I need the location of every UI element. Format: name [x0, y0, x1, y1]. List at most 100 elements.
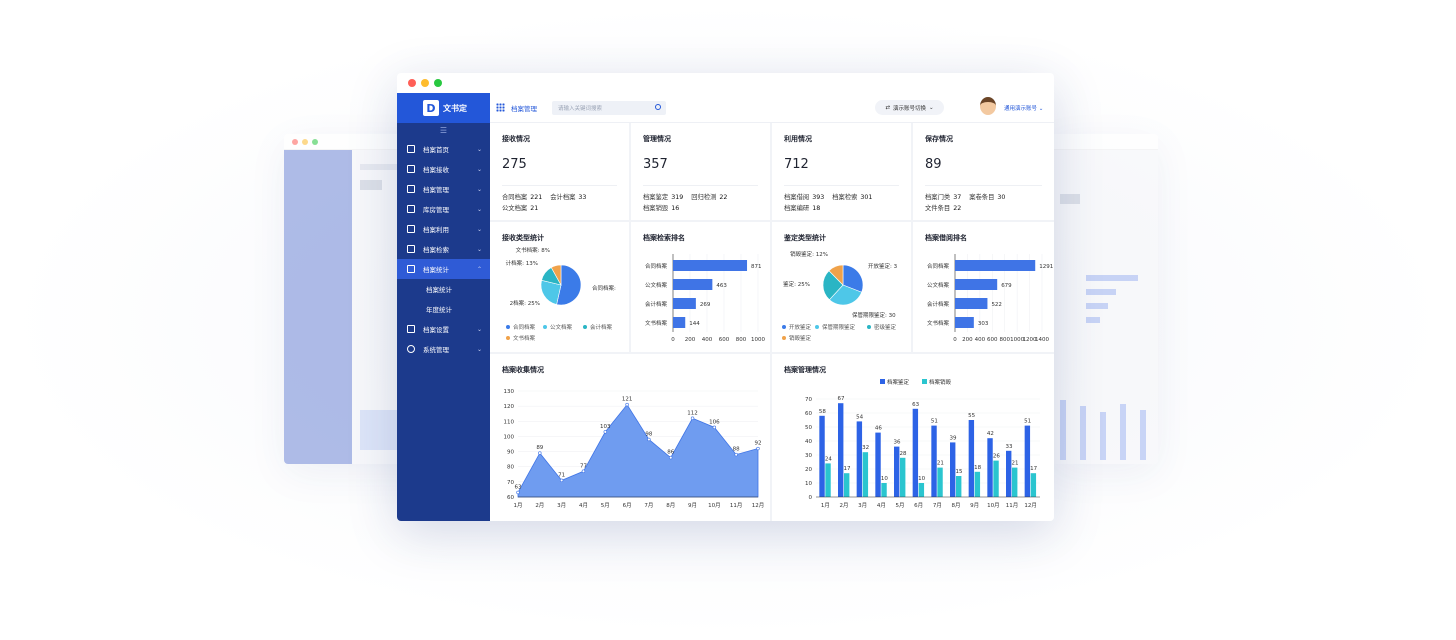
pie-slice	[540, 279, 562, 305]
category-label: 6月	[914, 502, 923, 509]
chevron-down-icon: ⌄	[476, 205, 482, 213]
data-label: 51	[1024, 419, 1031, 425]
data-label: 24	[825, 456, 832, 462]
apps-grid-icon[interactable]	[496, 103, 505, 112]
tick-label: 0	[671, 337, 675, 343]
category-label: 3月	[858, 502, 867, 509]
sidebar-item-label: 档案管理	[423, 186, 449, 194]
category-label: 12月	[1024, 502, 1037, 509]
account-switch-button[interactable]: ⇄ 演示账号切换 ⌄	[875, 100, 944, 115]
data-label: 871	[751, 264, 762, 270]
tick-label: 800	[999, 337, 1010, 343]
stat-card-store: 保存情况 89 档案门类 37 案卷条目 30 文件条目 22	[913, 123, 1054, 220]
chevron-up-icon: ⌃	[476, 265, 482, 273]
legend-marker	[583, 325, 587, 329]
data-label: 88	[733, 447, 740, 453]
avatar[interactable]	[980, 97, 996, 115]
account-switch-label: 演示账号切换	[892, 105, 926, 112]
tick-label: 20	[805, 467, 812, 473]
data-point	[647, 437, 651, 442]
account-name[interactable]: 通用演示账号 ⌄	[1004, 106, 1044, 112]
legend-label: 合同档案	[513, 323, 536, 331]
bar	[875, 432, 881, 497]
pie-slice	[829, 284, 863, 306]
tick-label: 400	[702, 337, 713, 343]
sidebar-subitem-archive-stats[interactable]: 档案统计	[426, 286, 452, 294]
layers-icon	[407, 185, 415, 193]
legend-label: 保管期限鉴定	[822, 323, 856, 331]
sidebar-item-label: 系统管理	[423, 346, 449, 354]
bar	[900, 457, 906, 497]
tick-label: 1400	[1035, 337, 1049, 343]
tick-label: 80	[507, 465, 514, 471]
data-label: 10	[881, 476, 888, 482]
sidebar-item-search[interactable]: 档案检索 ⌄	[397, 239, 490, 259]
tick-label: 70	[507, 480, 514, 486]
legend-marker	[543, 325, 547, 329]
bar	[1024, 425, 1031, 497]
category-label: 2月	[840, 502, 849, 509]
sidebar-item-manage[interactable]: 档案管理 ⌄	[397, 179, 490, 199]
bar	[950, 442, 956, 497]
category-label: 11月	[1006, 502, 1019, 509]
sidebar-subitem-annual-stats[interactable]: 年度统计	[426, 306, 452, 314]
legend-marker	[922, 379, 927, 384]
data-label: 144	[689, 321, 700, 327]
data-point	[712, 425, 717, 430]
data-label: 71	[558, 472, 565, 478]
area-chart: 60 70 80 90 100 110 120 130 63 1月 89 2月 71 3月 77 4月 103 5…	[504, 389, 765, 509]
bar	[673, 279, 713, 290]
tick-label: 50	[805, 425, 812, 431]
minimize-dot[interactable]	[421, 79, 429, 87]
category-label: 11月	[730, 502, 743, 509]
data-label: 269	[700, 302, 711, 308]
legend-marker	[506, 325, 510, 329]
tick-label: 1000	[751, 337, 765, 343]
data-label: 463	[716, 283, 727, 289]
sidebar-item-use[interactable]: 档案利用 ⌄	[397, 219, 490, 239]
data-label: 55	[968, 413, 975, 419]
sidebar-item-label: 档案设置	[423, 326, 449, 334]
sidebar-item-warehouse[interactable]: 库房管理 ⌄	[397, 199, 490, 219]
data-label: 89	[536, 445, 543, 451]
maximize-dot[interactable]	[434, 79, 442, 87]
breadcrumb[interactable]: 档案管理	[511, 104, 537, 113]
search-input[interactable]: 请输入关键词搜索	[552, 100, 666, 115]
chevron-down-icon: ⌄	[476, 145, 482, 153]
bar	[1030, 473, 1037, 497]
chart-title: 档案检索排名	[643, 234, 685, 242]
bar	[819, 415, 825, 497]
category-label: 9月	[970, 502, 979, 509]
stat-value: 712	[784, 157, 809, 172]
tick-label: 10	[805, 481, 812, 487]
bar	[881, 483, 887, 497]
slice-label: 合同档案:	[592, 284, 616, 292]
data-label: 15	[956, 469, 963, 475]
sidebar-item-statistics[interactable]: 档案统计 ⌃	[397, 259, 490, 279]
collapse-menu-icon[interactable]: ☰	[439, 126, 448, 135]
sidebar-item-system[interactable]: 系统管理 ⌄	[397, 339, 490, 359]
tick-label: 130	[504, 389, 515, 395]
tick-label: 60	[805, 411, 812, 417]
stat-card-receive: 接收情况 275 合同档案 221 会计档案 33 公文档案 21	[490, 123, 629, 220]
sidebar-item-home[interactable]: 档案首页 ⌄	[397, 139, 490, 159]
bar	[955, 279, 998, 290]
logo-text: 文书定	[443, 103, 467, 113]
sidebar-item-receive[interactable]: 档案接收 ⌄	[397, 159, 490, 179]
data-label: 63	[912, 402, 919, 408]
close-dot[interactable]	[408, 79, 416, 87]
gear-icon	[407, 345, 415, 353]
data-point	[516, 490, 520, 495]
search-doc-icon	[407, 245, 415, 253]
sidebar-item-settings[interactable]: 档案设置 ⌄	[397, 319, 490, 339]
data-label: 679	[1001, 283, 1012, 289]
category-label: 10月	[987, 502, 1000, 509]
app-logo[interactable]: D 文书定	[397, 93, 490, 123]
stat-detail: 公文档案 21	[502, 205, 539, 212]
bar	[856, 421, 863, 497]
sidebar-item-label: 库房管理	[423, 206, 449, 214]
category-label: 会计档案	[645, 300, 668, 308]
grouped-bar-chart: 0 10 20 30 40 50 60 70 58 24 1月 67 17 2月 54 32 3月 46 10 4月 3…	[805, 378, 1040, 509]
bar	[844, 473, 850, 497]
search-icon[interactable]	[655, 103, 661, 110]
